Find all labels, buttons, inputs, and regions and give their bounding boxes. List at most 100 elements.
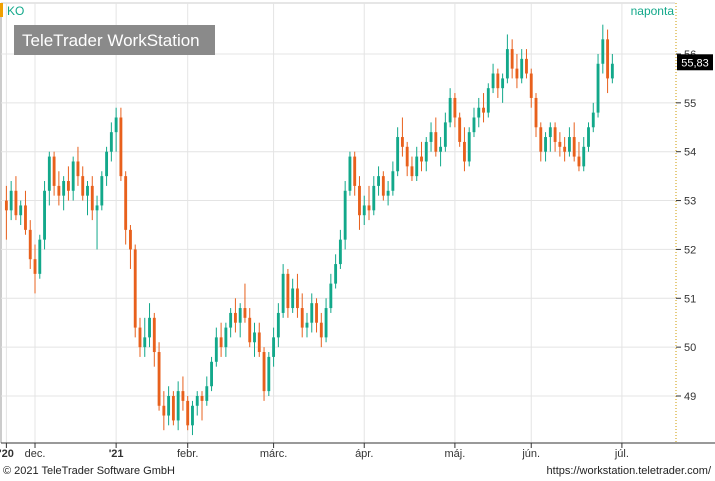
candle-body: [391, 171, 395, 191]
candle-body: [181, 391, 185, 401]
x-tick-label: '21: [109, 448, 124, 460]
last-price-box: [677, 54, 713, 71]
candle-body: [458, 117, 462, 142]
candle-body: [587, 127, 590, 147]
candle-body: [400, 137, 404, 147]
candle-body: [491, 73, 495, 89]
candle-body: [591, 112, 595, 128]
candle-body: [143, 337, 147, 348]
candle-body: [515, 68, 519, 79]
x-tick-label: máj.: [445, 448, 466, 460]
candle-body: [610, 63, 614, 79]
candle-body: [467, 132, 471, 162]
candle-body: [109, 132, 113, 152]
candle-body: [434, 132, 438, 152]
candle-body: [563, 146, 567, 152]
candle-body: [243, 308, 247, 318]
watermark-box: [14, 25, 215, 55]
candle-body: [300, 308, 304, 328]
candle-body: [248, 317, 252, 343]
candle-body: [443, 122, 447, 147]
candle-body: [124, 176, 128, 230]
x-tick-label: jún.: [521, 448, 540, 460]
source-url[interactable]: https://workstation.teletrader.com/: [546, 465, 711, 477]
candle-body: [138, 327, 142, 348]
candle-body: [43, 190, 46, 240]
candle-body: [405, 146, 409, 167]
candle-body: [496, 73, 500, 89]
candle-body: [148, 317, 151, 338]
copyright-text: © 2021 TeleTrader Software GmbH: [3, 465, 175, 477]
candle-body: [210, 361, 213, 387]
candle-body: [529, 73, 533, 98]
candle-body: [381, 176, 385, 196]
candle-body: [47, 156, 51, 191]
candle-body: [338, 239, 342, 265]
y-tick-label: 55: [684, 98, 696, 110]
candle-body: [205, 386, 209, 401]
candle-body: [262, 352, 266, 392]
candle-body: [510, 49, 514, 69]
candle-body: [296, 288, 299, 309]
candle-body: [28, 229, 32, 260]
candle-body: [572, 137, 576, 157]
candle-body: [424, 141, 428, 162]
candle-body: [81, 176, 85, 196]
candle-body: [291, 288, 295, 309]
candle-body: [348, 156, 352, 191]
candle-body: [372, 185, 376, 211]
candle-body: [76, 161, 80, 177]
candle-body: [129, 229, 132, 250]
candle-body: [253, 332, 256, 343]
candle-body: [66, 181, 70, 191]
candle-body: [167, 396, 171, 416]
period-label[interactable]: naponta: [631, 4, 675, 18]
candle-body: [362, 205, 366, 216]
candle-body: [553, 127, 557, 142]
grid-lines: [1, 3, 676, 443]
candle-body: [9, 190, 13, 211]
candle-body: [453, 97, 457, 118]
symbol-marker: [0, 3, 3, 17]
candle-body: [281, 273, 285, 313]
watermark-label: TeleTrader WorkStation: [22, 31, 200, 50]
candle-body: [534, 97, 538, 128]
x-tick-label: '20: [0, 448, 14, 460]
candle-body: [548, 127, 552, 138]
candle-body: [582, 146, 586, 167]
candle-body: [396, 137, 400, 172]
candle-body: [219, 337, 223, 348]
candle-body: [601, 39, 605, 64]
x-axis-ticks: '20 dec. '21 febr. márc. ápr. máj. jún. júl.: [0, 443, 629, 460]
candle-body: [157, 352, 161, 406]
candle-body: [305, 322, 309, 328]
y-axis-ticks: 4950515253545556: [676, 49, 696, 403]
candle-body: [501, 78, 505, 89]
candle-body: [95, 205, 99, 211]
candle-body: [558, 141, 562, 147]
candle-body: [4, 200, 8, 211]
candle-body: [606, 39, 610, 79]
candles-group: [4, 24, 614, 436]
candle-body: [439, 146, 443, 152]
candle-body: [71, 161, 75, 191]
candle-body: [229, 312, 233, 328]
candle-body: [472, 117, 476, 133]
candle-body: [267, 356, 271, 392]
candle-body: [319, 322, 323, 338]
candle-body: [358, 185, 361, 216]
symbol-label[interactable]: KO: [7, 4, 24, 18]
candle-body: [171, 396, 175, 421]
candle-body: [133, 249, 137, 328]
y-tick-label: 52: [684, 244, 696, 256]
candle-body: [315, 303, 318, 323]
candle-body: [544, 137, 547, 152]
candle-body: [257, 332, 261, 353]
candle-body: [114, 117, 118, 133]
candle-body: [195, 396, 199, 406]
candle-body: [24, 205, 27, 230]
candle-body: [343, 190, 347, 240]
candle-body: [463, 141, 466, 162]
candle-body: [329, 283, 333, 309]
candle-body: [62, 181, 66, 196]
